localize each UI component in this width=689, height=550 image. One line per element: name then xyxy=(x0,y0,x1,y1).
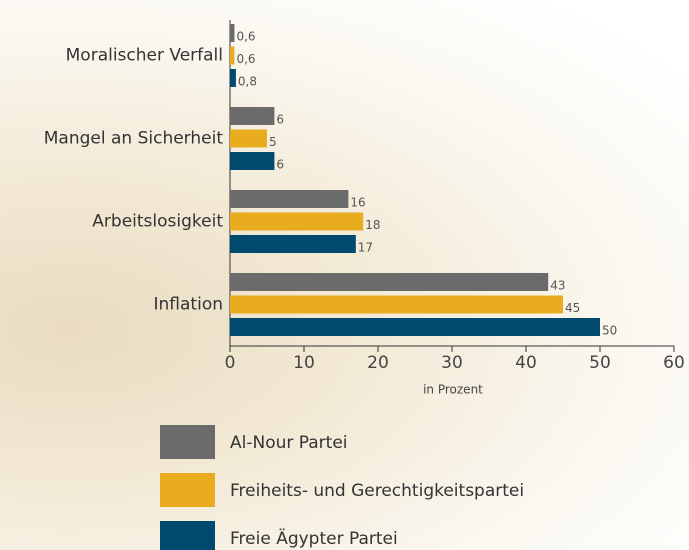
value-label: 0,6 xyxy=(236,52,255,66)
category-label: Inflation xyxy=(154,295,223,315)
x-tick-label: 20 xyxy=(367,353,389,373)
value-label: 45 xyxy=(565,301,580,315)
bar xyxy=(230,235,356,253)
bar xyxy=(230,69,236,87)
value-label: 0,8 xyxy=(238,75,257,89)
x-tick-label: 0 xyxy=(225,353,236,373)
value-label: 50 xyxy=(602,324,617,338)
bar xyxy=(230,295,563,314)
x-tick-label: 40 xyxy=(515,353,537,373)
bar xyxy=(230,129,267,148)
bar xyxy=(230,318,600,336)
bar xyxy=(230,273,549,291)
legend-swatch xyxy=(160,473,215,507)
category-label: Moralischer Verfall xyxy=(66,46,223,66)
bar xyxy=(230,152,275,170)
value-label: 16 xyxy=(350,196,365,210)
bar xyxy=(230,46,235,65)
bar xyxy=(230,107,275,125)
x-tick-label: 50 xyxy=(589,353,611,373)
bar xyxy=(230,190,349,208)
legend-swatch xyxy=(160,425,215,459)
legend-swatch xyxy=(160,521,215,550)
value-label: 6 xyxy=(276,113,284,127)
value-label: 43 xyxy=(550,279,565,293)
value-label: 5 xyxy=(269,135,277,149)
value-label: 0,6 xyxy=(236,30,255,44)
category-label: Arbeitslosigkeit xyxy=(92,212,223,232)
legend-label: Freiheits- und Gerechtigkeitspartei xyxy=(230,481,524,501)
category-label: Mangel an Sicherheit xyxy=(44,129,224,149)
x-tick-label: 10 xyxy=(293,353,315,373)
bar xyxy=(230,24,235,42)
legend-label: Freie Ägypter Partei xyxy=(230,528,398,549)
x-tick-label: 30 xyxy=(441,353,463,373)
value-label: 18 xyxy=(365,218,380,232)
x-tick-label: 60 xyxy=(663,353,685,373)
legend-label: Al-Nour Partei xyxy=(230,433,348,453)
bar xyxy=(230,212,364,231)
x-axis-label: in Prozent xyxy=(423,383,483,397)
value-label: 6 xyxy=(276,158,284,172)
value-label: 17 xyxy=(358,241,373,255)
